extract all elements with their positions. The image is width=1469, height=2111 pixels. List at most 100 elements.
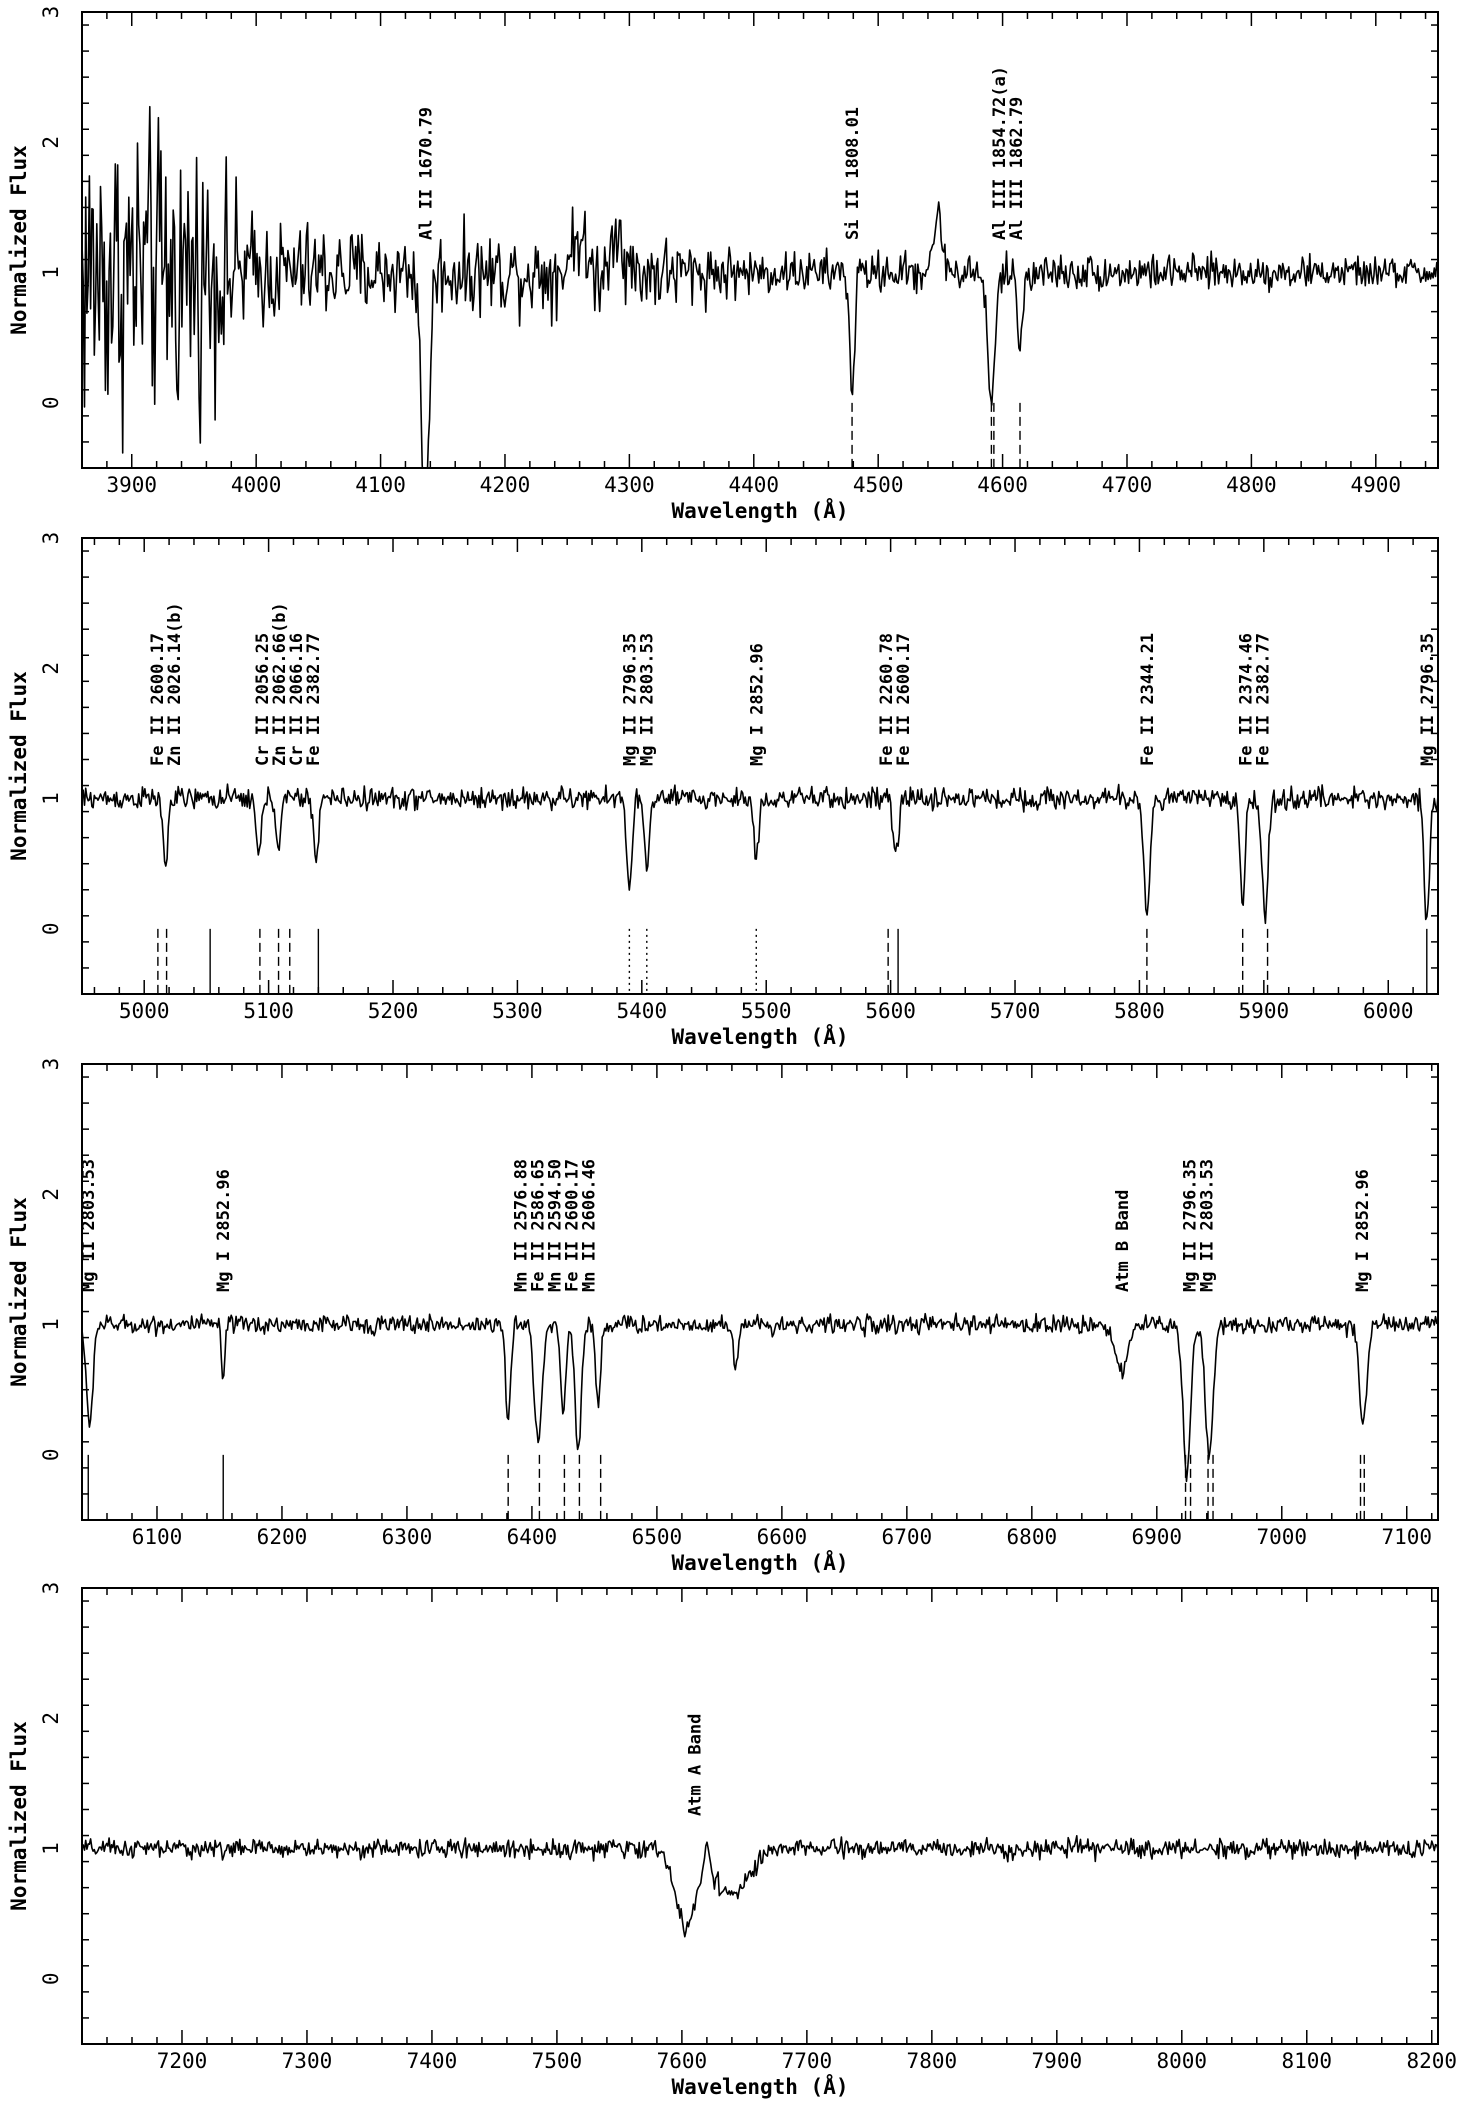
y-tick-label: 0 — [39, 923, 63, 936]
y-tick-label: 2 — [39, 136, 63, 149]
line-id-label: Al III 1854.72(a) — [990, 66, 1010, 240]
line-id-label: Fe II 2600.17 — [894, 633, 914, 766]
x-tick-label: 5400 — [617, 999, 668, 1023]
x-tick-label: 7100 — [1381, 1525, 1432, 1549]
x-tick-label: 4000 — [231, 473, 282, 497]
plot-frame — [81, 1063, 1439, 1521]
x-tick-label: 4500 — [853, 473, 904, 497]
x-tick-label: 7700 — [782, 2049, 833, 2073]
line-id-label: Atm B Band — [1113, 1190, 1133, 1292]
y-tick-label: 1 — [39, 1318, 63, 1331]
spectrum-line — [82, 783, 1438, 925]
spectrum-line — [82, 1835, 1438, 1938]
x-tick-label: 7600 — [657, 2049, 708, 2073]
line-id-label: Fe II 2382.77 — [1253, 633, 1273, 766]
line-id-label: Cr II 2056.25 — [253, 633, 273, 766]
x-tick-label: 5000 — [119, 999, 170, 1023]
line-id-label: Fe II 2600.17 — [562, 1159, 582, 1292]
x-tick-label: 6500 — [632, 1525, 683, 1549]
line-id-label: Mn II 2576.88 — [511, 1159, 531, 1292]
plot-frame — [81, 11, 1439, 469]
y-tick-label: 1 — [39, 1842, 63, 1855]
line-id-label: Mg II 2803.53 — [1198, 1159, 1218, 1292]
y-tick-label: 0 — [39, 1973, 63, 1986]
x-tick-label: 4200 — [480, 473, 531, 497]
y-tick-label: 2 — [39, 662, 63, 675]
x-tick-label: 6200 — [257, 1525, 308, 1549]
x-tick-label: 6000 — [1363, 999, 1414, 1023]
spectrum-line — [82, 1312, 1438, 1483]
x-tick-label: 8000 — [1157, 2049, 1208, 2073]
line-id-label: Fe II 2600.17 — [148, 633, 168, 766]
line-id-label: Al III 1862.79 — [1007, 97, 1027, 240]
x-tick-label: 7500 — [532, 2049, 583, 2073]
line-id-label: Zn II 2026.14(b) — [165, 602, 185, 766]
line-id-label: Mg I 2852.96 — [747, 643, 767, 766]
y-tick-label: 3 — [39, 532, 63, 545]
panel-3: 6100 6200 6300 6400 6500 6600 6700 6800 6900 7000… — [7, 1058, 1439, 1575]
y-tick-label: 2 — [39, 1188, 63, 1201]
line-id-label: Mg II 2803.53 — [638, 633, 658, 766]
x-tick-label: 7200 — [157, 2049, 208, 2073]
y-tick-label: 1 — [39, 792, 63, 805]
x-tick-label: 6900 — [1132, 1525, 1183, 1549]
line-id-label: Fe II 2344.21 — [1138, 633, 1158, 766]
x-tick-label: 7400 — [407, 2049, 458, 2073]
x-tick-label: 5900 — [1239, 999, 1290, 1023]
x-tick-label: 6600 — [757, 1525, 808, 1549]
line-id-label: Fe II 2586.65 — [528, 1159, 548, 1292]
line-id-label: Atm A Band — [685, 1714, 705, 1816]
x-tick-label: 5100 — [243, 999, 294, 1023]
line-id-label: Si II 1808.01 — [843, 107, 863, 240]
x-axis-title: Wavelength (Å) — [671, 498, 848, 523]
x-tick-label: 4600 — [977, 473, 1028, 497]
line-id-label: Mn II 2606.46 — [579, 1159, 599, 1292]
line-id-label: Mg II 2803.53 — [79, 1159, 99, 1292]
x-tick-label: 7900 — [1032, 2049, 1083, 2073]
x-tick-label: 5600 — [865, 999, 916, 1023]
x-tick-label: 6300 — [382, 1525, 433, 1549]
x-tick-label: 3900 — [106, 473, 157, 497]
x-tick-label: 4700 — [1102, 473, 1153, 497]
line-id-label: Mg II 2796.35 — [1418, 633, 1438, 766]
plot-frame — [81, 537, 1439, 995]
panel-2: 5000 5100 5200 5300 5400 5500 5600 5700 5800 5900… — [7, 532, 1439, 1049]
y-tick-label: 3 — [39, 1058, 63, 1071]
spectrum-line — [82, 105, 1438, 468]
x-tick-label: 6700 — [882, 1525, 933, 1549]
y-axis-title: Normalized Flux — [7, 145, 31, 335]
line-id-label: Zn II 2062.66(b) — [270, 602, 290, 766]
y-tick-label: 0 — [39, 397, 63, 410]
line-id-label: Al II 1670.79 — [416, 107, 436, 240]
x-tick-label: 5500 — [741, 999, 792, 1023]
line-id-label: Cr II 2066.16 — [287, 633, 307, 766]
x-tick-label: 6800 — [1007, 1525, 1058, 1549]
y-tick-label: 3 — [39, 6, 63, 19]
x-tick-label: 4100 — [355, 473, 406, 497]
y-axis-title: Normalized Flux — [7, 1197, 31, 1387]
x-axis-title: Wavelength (Å) — [671, 1024, 848, 1049]
panel-4: 7200 7300 7400 7500 7600 7700 7800 7900 8000 8100… — [7, 1582, 1457, 2099]
x-tick-label: 4800 — [1226, 473, 1277, 497]
x-tick-label: 6100 — [132, 1525, 183, 1549]
x-axis-title: Wavelength (Å) — [671, 1550, 848, 1575]
plot-frame — [81, 1587, 1439, 2045]
line-id-label: Fe II 2260.78 — [877, 633, 897, 766]
x-tick-label: 7300 — [282, 2049, 333, 2073]
line-id-label: Mn II 2594.50 — [545, 1159, 565, 1292]
x-tick-label: 8100 — [1281, 2049, 1332, 2073]
panel-1: 3900 4000 4100 4200 4300 4400 4500 4600 4700 4800… — [7, 6, 1439, 523]
x-tick-label: 6400 — [507, 1525, 558, 1549]
x-tick-label: 5700 — [990, 999, 1041, 1023]
y-axis-title: Normalized Flux — [7, 671, 31, 861]
x-tick-label: 4900 — [1351, 473, 1402, 497]
line-id-label: Fe II 2374.46 — [1236, 633, 1256, 766]
y-axis-title: Normalized Flux — [7, 1721, 31, 1911]
line-id-label: Mg I 2852.96 — [1353, 1169, 1373, 1292]
y-tick-label: 2 — [39, 1712, 63, 1725]
x-axis-title: Wavelength (Å) — [671, 2074, 848, 2099]
x-tick-label: 4400 — [728, 473, 779, 497]
line-id-label: Fe II 2382.77 — [304, 633, 324, 766]
line-id-label: Mg I 2852.96 — [214, 1169, 234, 1292]
